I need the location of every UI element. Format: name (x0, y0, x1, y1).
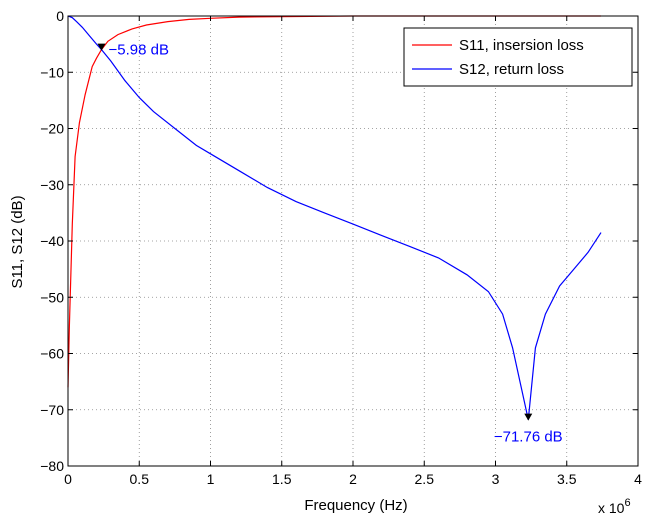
annotation-label: −71.76 dB (494, 429, 563, 446)
x-tick-label: 0.5 (130, 471, 150, 487)
y-tick-label: −30 (40, 177, 64, 193)
legend-entry-label: S11, insersion loss (459, 37, 584, 54)
y-tick-label: −20 (40, 121, 64, 137)
x-tick-label: 3 (492, 471, 500, 487)
x-multiplier-exponent: 6 (624, 497, 630, 509)
y-axis-label: S11, S12 (dB) (9, 195, 26, 288)
x-tick-label: 1 (207, 471, 215, 487)
x-axis-label: Frequency (Hz) (304, 497, 407, 514)
y-tick-label: −40 (40, 233, 64, 249)
legend: S11, insersion loss S12, return loss (404, 28, 632, 86)
y-tick-label: −60 (40, 346, 64, 362)
x-tick-label: 3.5 (557, 471, 577, 487)
x-tick-label: 0 (64, 471, 72, 487)
y-tick-label: −50 (40, 289, 64, 305)
y-tick-label: −70 (40, 402, 64, 418)
x-tick-label: 2.5 (415, 471, 435, 487)
x-tick-label: 2 (349, 471, 357, 487)
y-tick-label: −80 (40, 458, 64, 474)
x-multiplier-base: x 10 (598, 500, 625, 516)
x-tick-label: 1.5 (272, 471, 292, 487)
x-tick-label: 4 (634, 471, 642, 487)
y-tick-label: 0 (56, 8, 64, 24)
y-tick-label: −10 (40, 64, 64, 80)
annotation-label: −5.98 dB (108, 42, 168, 59)
legend-entry-label: S12, return loss (459, 61, 564, 78)
